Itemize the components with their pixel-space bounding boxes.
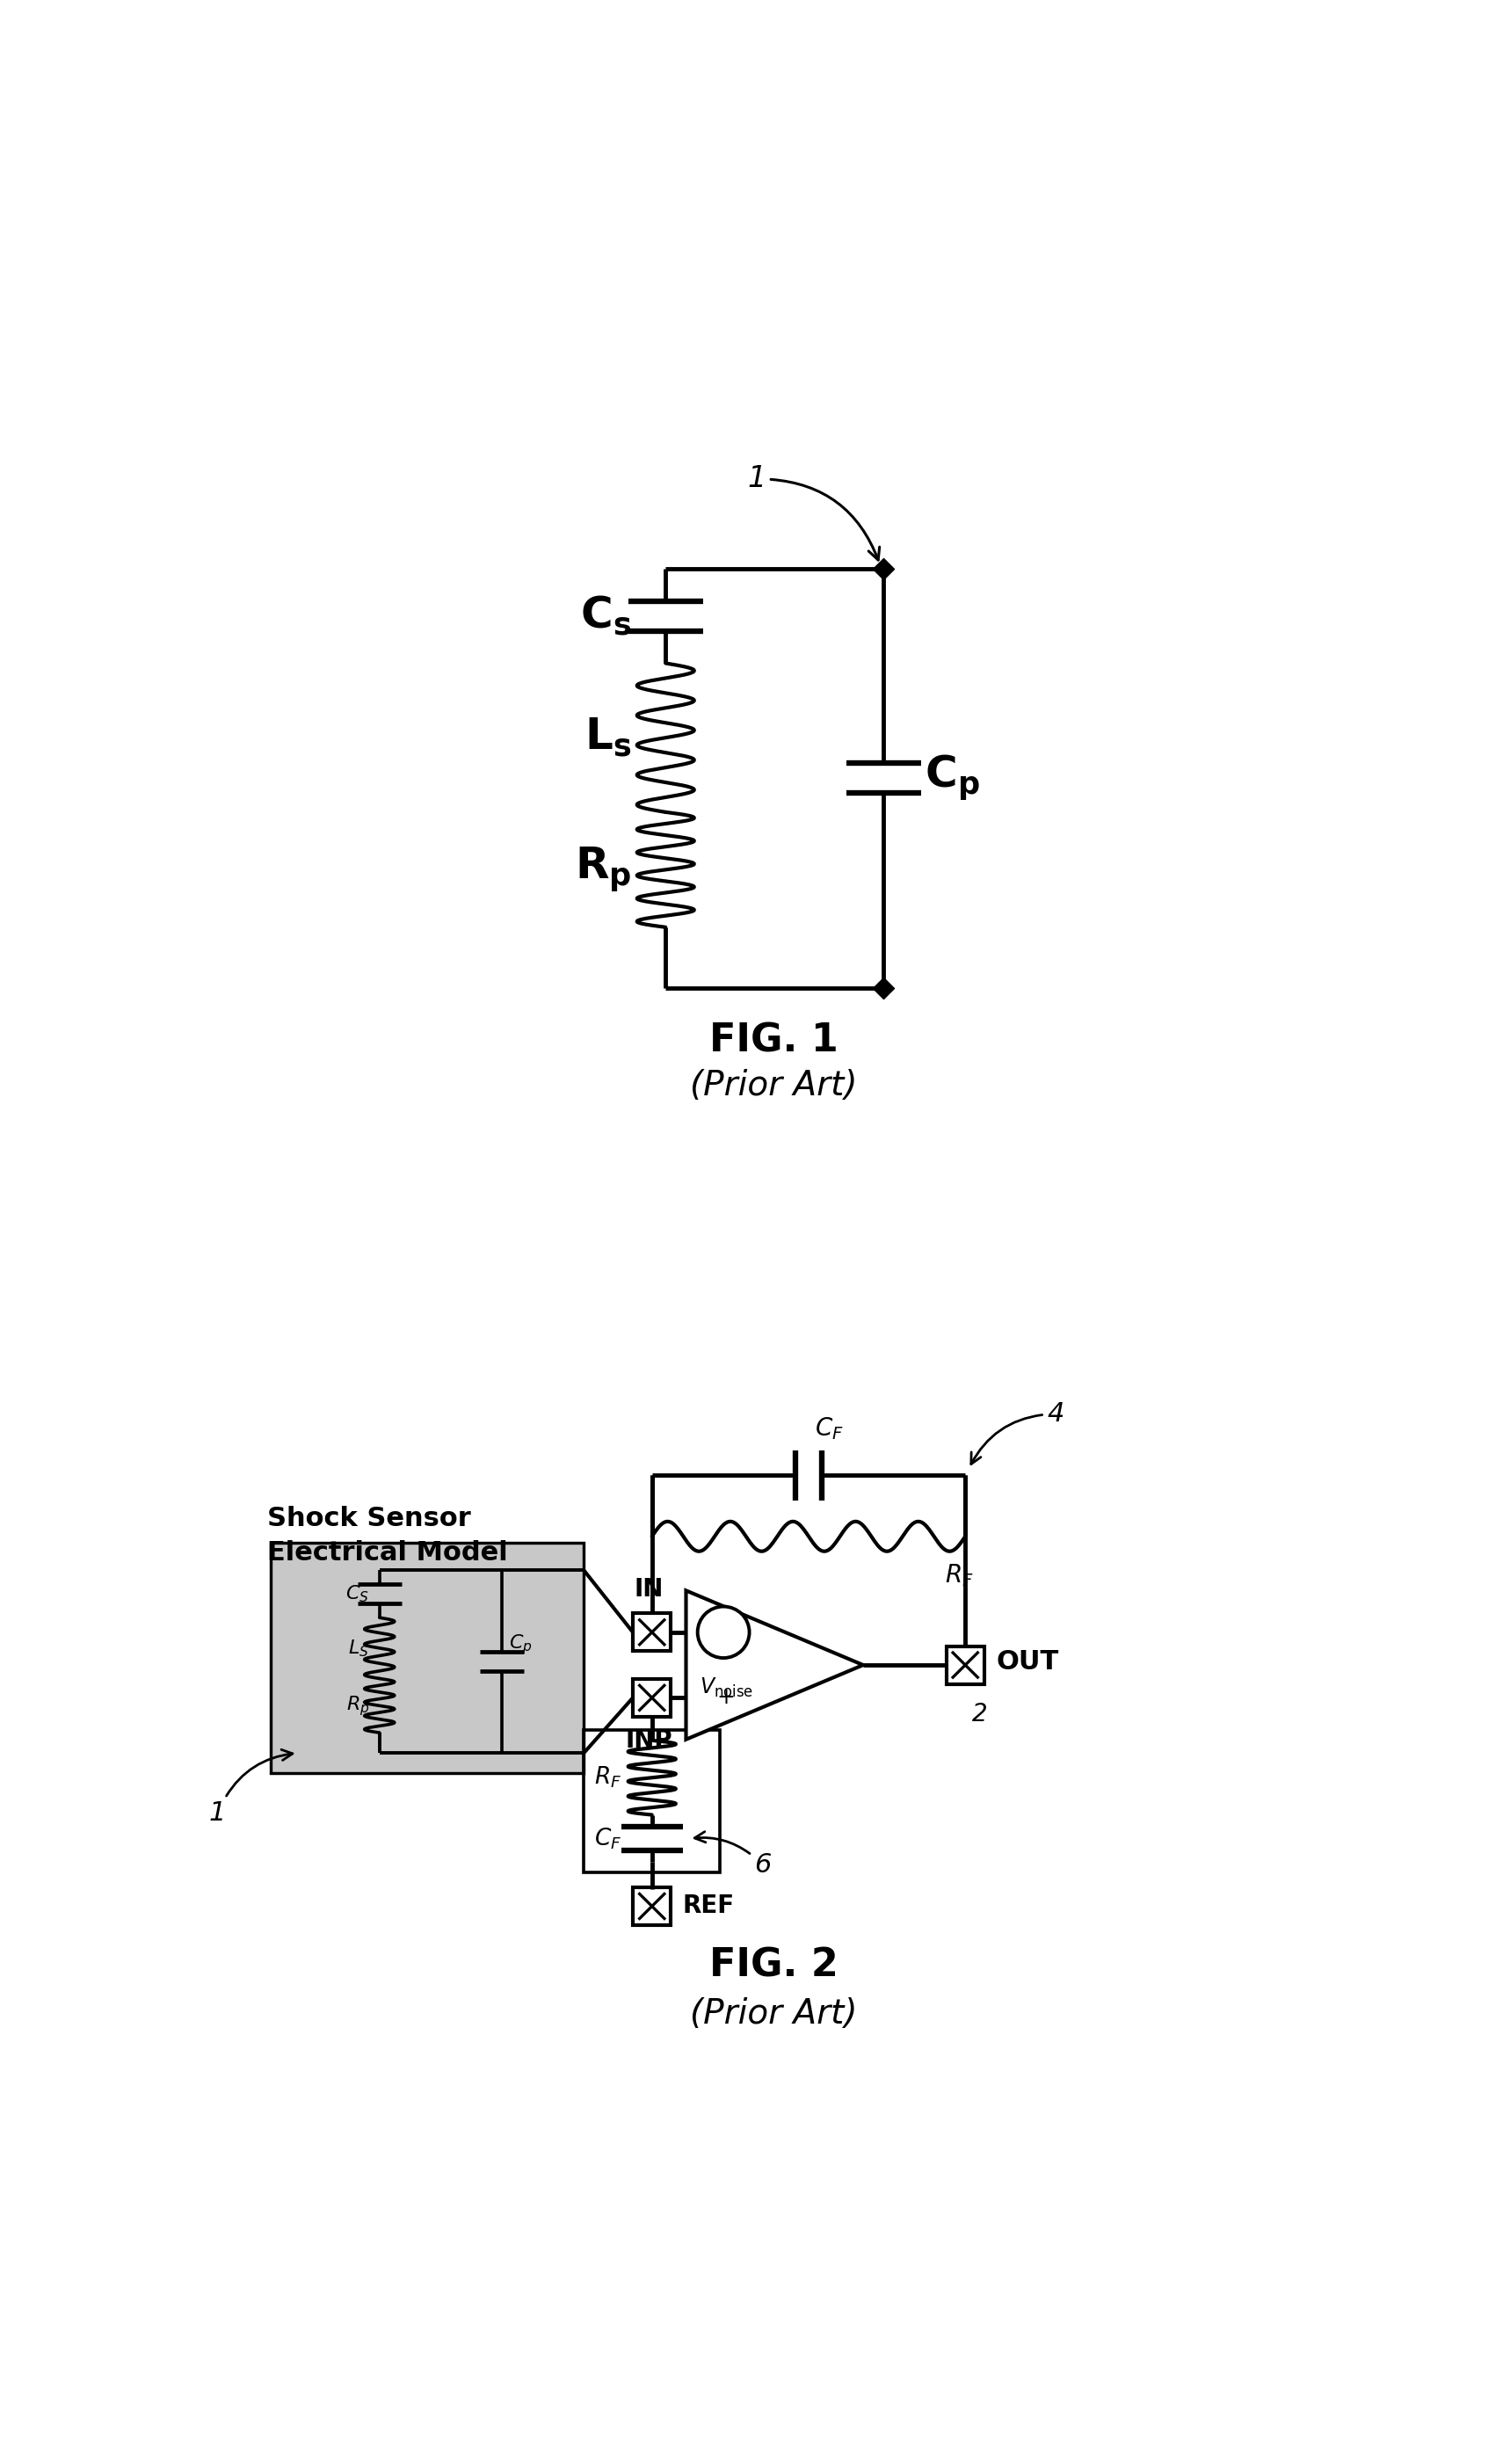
Point — [871, 549, 895, 589]
Text: (Prior Art): (Prior Art) — [690, 1069, 858, 1104]
Text: 1: 1 — [210, 1749, 293, 1826]
Bar — [633, 1678, 670, 1717]
Text: $C_S$: $C_S$ — [346, 1584, 370, 1604]
Text: $\mathbf{C_p}$: $\mathbf{C_p}$ — [924, 754, 980, 803]
Bar — [947, 1646, 985, 1683]
Text: Electrical Model: Electrical Model — [267, 1540, 507, 1565]
Text: $L_S$: $L_S$ — [349, 1639, 370, 1658]
Text: $\mathbf{C_s}$: $\mathbf{C_s}$ — [580, 594, 631, 638]
Text: 4: 4 — [971, 1402, 1065, 1464]
Text: $C_F$: $C_F$ — [814, 1414, 844, 1441]
Text: (Prior Art): (Prior Art) — [690, 1998, 858, 2030]
Text: $($ I $+)$: $($ I $+)$ — [707, 1619, 741, 1634]
Text: $\mathbf{L_s}$: $\mathbf{L_s}$ — [584, 717, 631, 759]
Text: Shock Sensor: Shock Sensor — [267, 1506, 471, 1533]
Bar — [270, 1542, 584, 1774]
Text: FIG. 2: FIG. 2 — [710, 1947, 838, 1984]
Text: $R_F$: $R_F$ — [945, 1562, 974, 1589]
Text: $-$: $-$ — [716, 1621, 734, 1643]
Text: IN: IN — [634, 1577, 663, 1602]
Text: 2: 2 — [972, 1703, 988, 1727]
Text: $\mathbf{R_p}$: $\mathbf{R_p}$ — [575, 845, 631, 894]
Text: $C_F$: $C_F$ — [593, 1826, 622, 1850]
Text: OUT: OUT — [997, 1648, 1059, 1676]
Bar — [633, 1614, 670, 1651]
Text: $+$: $+$ — [716, 1688, 734, 1708]
Text: $C_p$: $C_p$ — [509, 1634, 533, 1656]
Text: 1: 1 — [747, 463, 879, 559]
Text: INP: INP — [625, 1727, 672, 1752]
Text: 6: 6 — [695, 1831, 772, 1878]
Text: $R_p$: $R_p$ — [346, 1693, 370, 1717]
Polygon shape — [686, 1592, 864, 1740]
Circle shape — [698, 1607, 749, 1658]
Text: $R_F$: $R_F$ — [593, 1764, 622, 1791]
Text: $V_{\rm noise}$: $V_{\rm noise}$ — [701, 1676, 753, 1700]
Text: FIG. 1: FIG. 1 — [710, 1023, 838, 1060]
Point — [871, 968, 895, 1008]
Text: REF: REF — [683, 1895, 734, 1919]
Bar — [633, 1887, 670, 1924]
Bar — [584, 1730, 720, 1873]
